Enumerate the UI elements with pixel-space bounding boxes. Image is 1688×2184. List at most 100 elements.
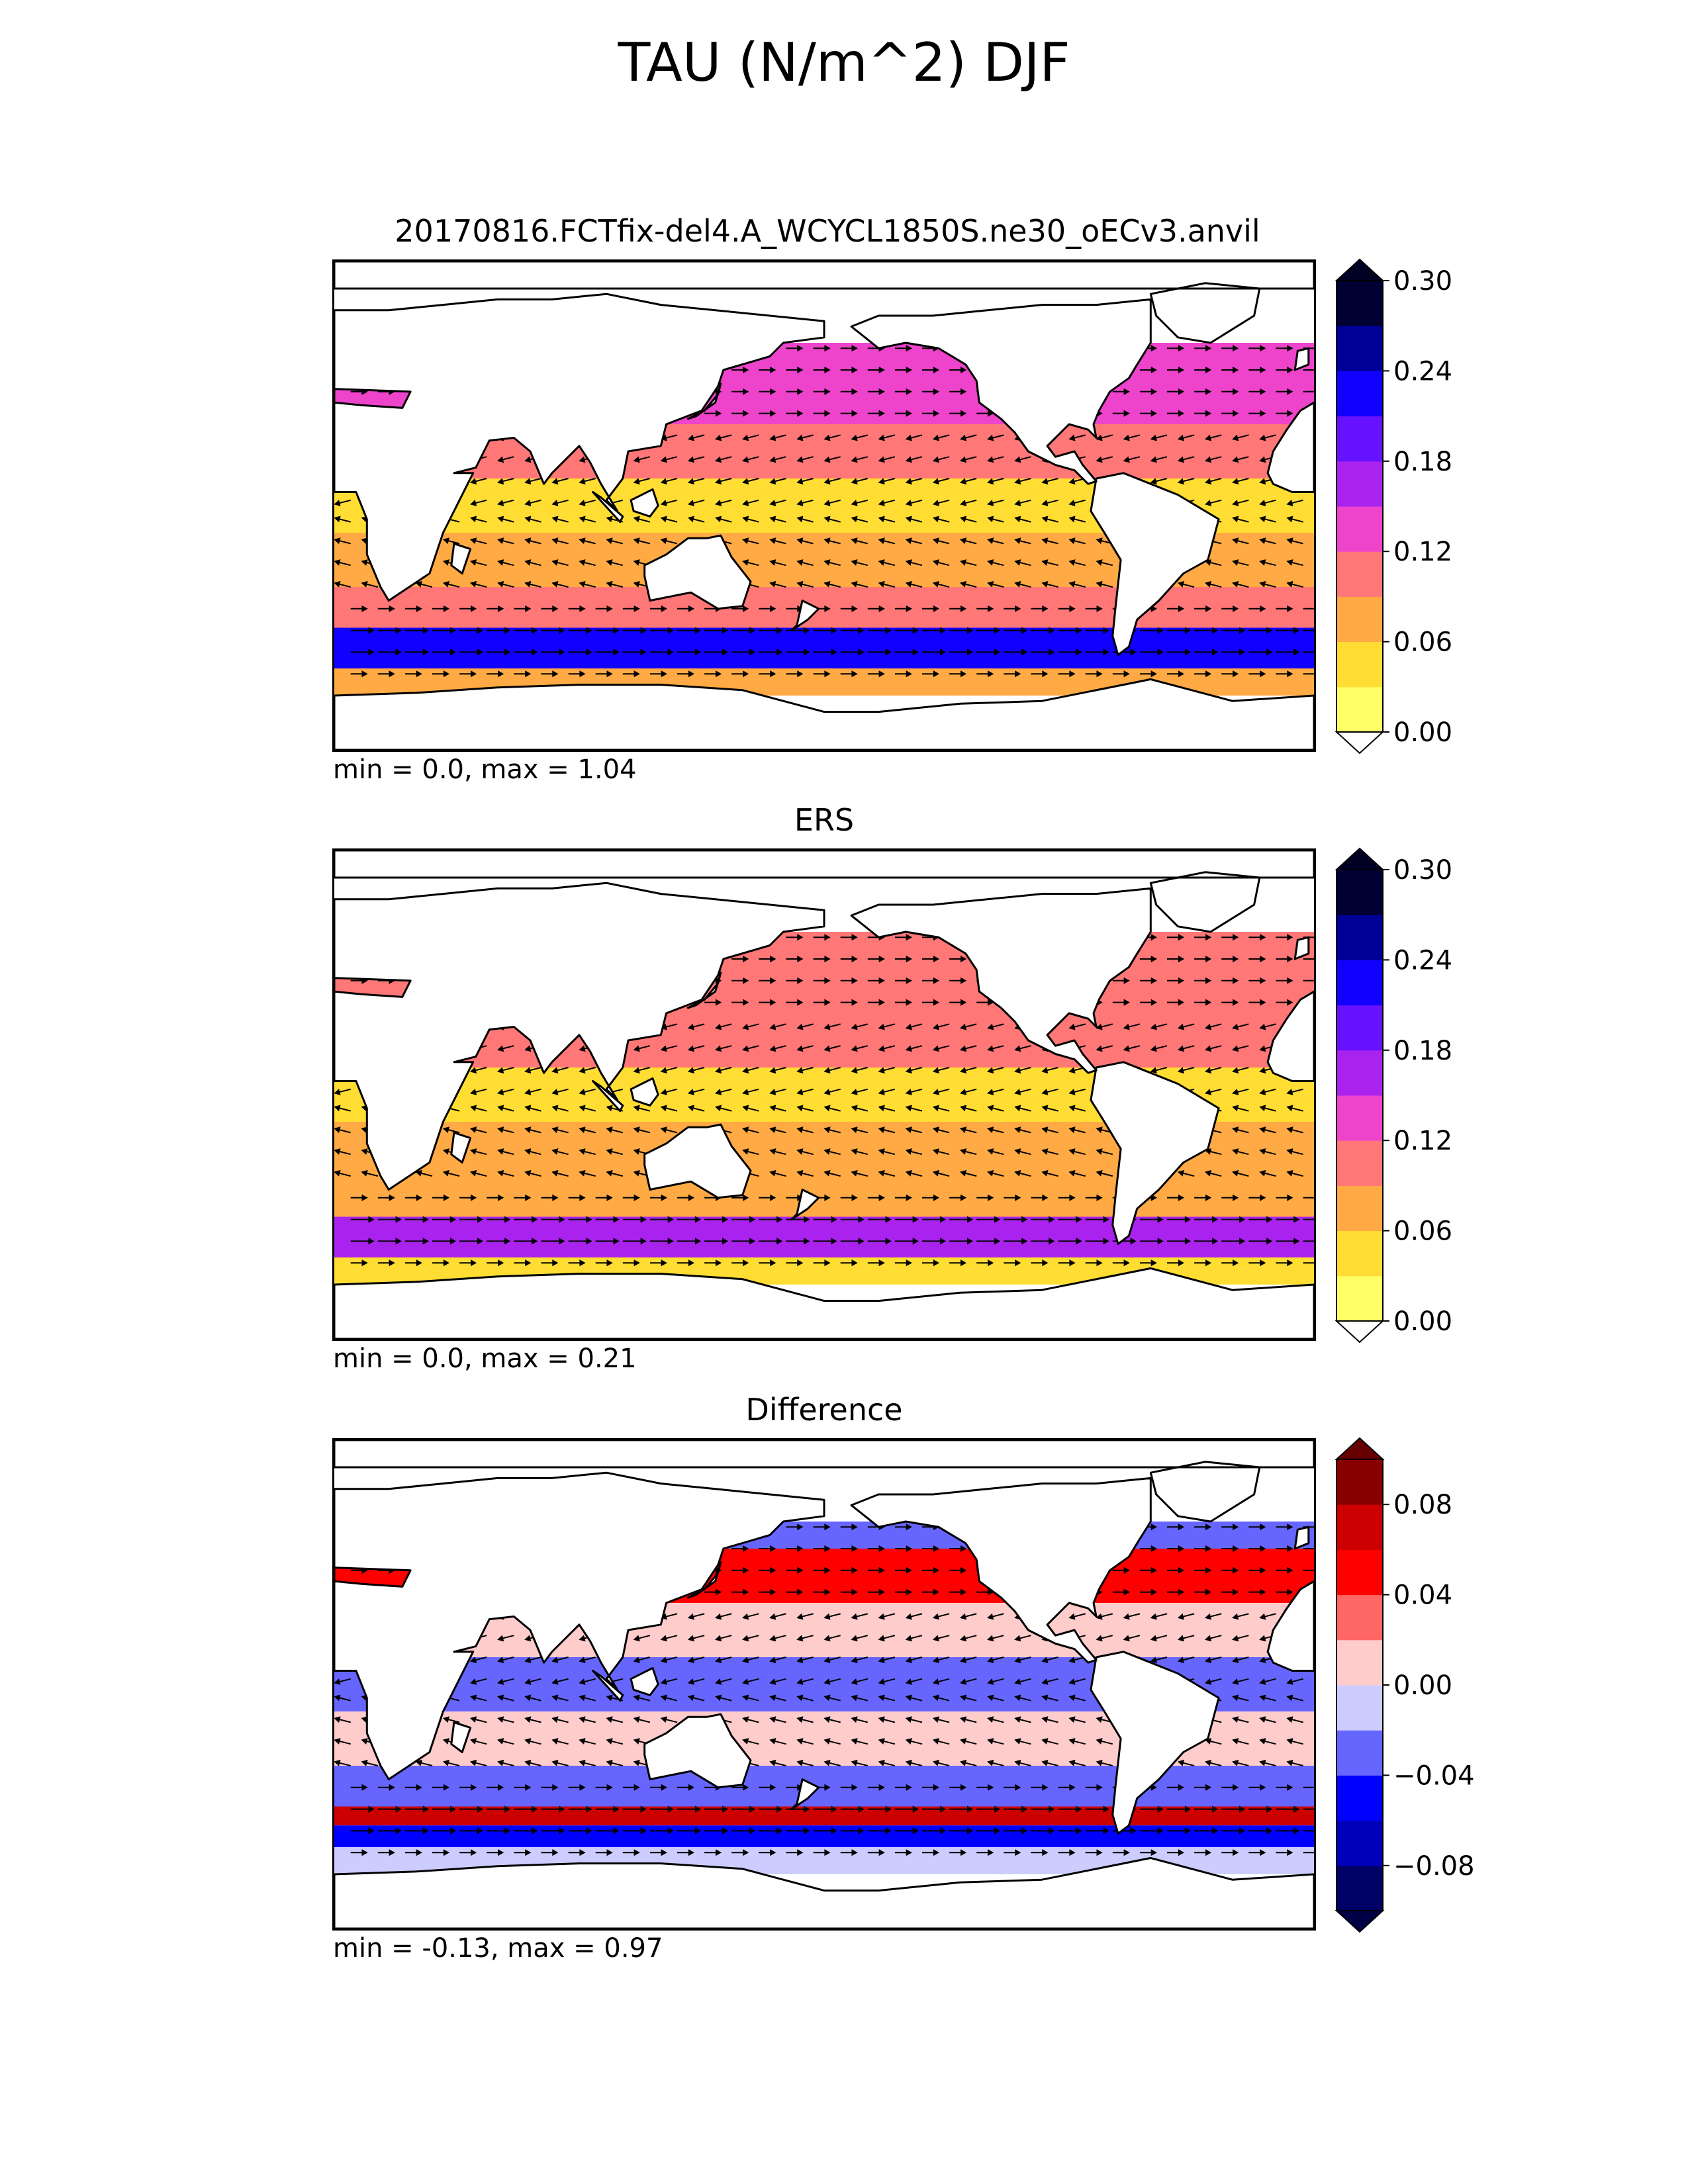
colorbar-segment — [1336, 1275, 1383, 1322]
wind-arrow-head — [1150, 934, 1157, 941]
wind-arrow-head — [498, 1259, 504, 1267]
wind-arrow-head — [769, 1738, 776, 1745]
wind-arrow-head — [823, 580, 831, 588]
wind-arrow-head — [1049, 1827, 1055, 1835]
wind-arrow-head — [551, 500, 559, 506]
colorbar-extend-over — [1335, 1437, 1385, 1460]
wind-arrow-head — [586, 627, 592, 634]
wind-arrow-head — [1096, 1716, 1103, 1723]
wind-arrow-head — [1293, 627, 1300, 634]
wind-arrow-head — [579, 1169, 586, 1177]
wind-arrow-head — [389, 1194, 395, 1201]
wind-arrow-head — [851, 388, 858, 395]
wind-arrow-head — [905, 500, 912, 506]
wind-arrow-head — [524, 1067, 532, 1074]
wind-arrow-head — [939, 1805, 947, 1813]
wind-arrow-head — [361, 1194, 368, 1201]
wind-arrow-head — [1041, 1678, 1049, 1685]
wind-arrow-head — [851, 1169, 858, 1177]
wind-arrow-head — [906, 977, 912, 984]
wind-arrow-head — [1260, 388, 1266, 395]
coastlines — [334, 850, 1314, 1339]
wind-arrow-head — [1049, 1805, 1055, 1813]
wind-arrow-head — [824, 999, 831, 1006]
wind-arrow-head — [1286, 1089, 1293, 1095]
wind-arrow-head — [851, 605, 858, 612]
wind-arrow-head — [905, 1126, 912, 1134]
wind-arrow-head — [716, 410, 722, 417]
wind-arrow-head — [524, 1759, 532, 1766]
wind-arrow-head — [687, 1105, 694, 1112]
wind-arrow-head — [1150, 366, 1157, 374]
wind-arrow-head — [905, 1613, 912, 1620]
wind-arrow-head — [551, 1759, 559, 1766]
colorbar-segment — [1336, 1095, 1383, 1141]
wind-arrow-head — [1068, 1067, 1076, 1074]
wind-arrow-head — [851, 934, 858, 941]
wind-arrow-head — [1233, 1259, 1239, 1267]
wind-arrow-head — [959, 456, 967, 463]
wind-arrow-head — [932, 1045, 939, 1052]
wind-arrow-head — [1286, 1759, 1293, 1766]
wind-arrow-head — [742, 1613, 749, 1620]
wind-arrow-head — [714, 478, 722, 485]
wind-arrow-head — [504, 1805, 511, 1813]
wind-arrow-head — [933, 366, 940, 374]
wind-arrow-head — [1287, 999, 1293, 1006]
wind-arrow-head — [551, 1126, 559, 1134]
wind-arrow-head — [1150, 670, 1157, 678]
wind-arrow-head — [722, 1827, 729, 1835]
wind-arrow-head — [1177, 478, 1184, 485]
wind-arrow-head — [416, 1259, 422, 1267]
wind-arrow-head — [1232, 580, 1239, 588]
wind-arrow-head — [1177, 580, 1184, 588]
wind-arrow-head — [714, 1613, 722, 1620]
wind-arrow-head — [796, 516, 804, 523]
wind-arrow-head — [1205, 1194, 1212, 1201]
wind-arrow-head — [667, 1805, 674, 1813]
wind-arrow-head — [640, 1238, 647, 1245]
wind-arrow-head — [878, 1657, 885, 1664]
wind-arrow-head — [796, 559, 804, 566]
wind-arrow-head — [559, 1216, 565, 1223]
wind-arrow-head — [498, 1194, 504, 1201]
wind-arrow-head — [1286, 1738, 1293, 1745]
wind-arrow-head — [939, 1827, 947, 1835]
wind-arrow-head — [823, 516, 831, 523]
wind-arrow-head — [824, 1784, 831, 1791]
wind-arrow-head — [1096, 1045, 1103, 1052]
wind-arrow-head — [851, 434, 858, 441]
wind-arrow-head — [987, 1738, 994, 1745]
wind-arrow-head — [851, 1545, 858, 1553]
wind-arrow-head — [606, 1759, 613, 1766]
wind-arrow-head — [579, 478, 586, 485]
wind-arrow-head — [1041, 1657, 1049, 1664]
wind-arrow-head — [524, 516, 532, 523]
wind-arrow-head — [1041, 1694, 1049, 1702]
wind-arrow-head — [443, 605, 450, 612]
wind-arrow-head — [469, 1126, 477, 1134]
wind-arrow-head — [524, 1678, 532, 1685]
wind-arrow-head — [688, 1849, 695, 1856]
wind-arrow-head — [606, 1716, 613, 1723]
wind-arrow-head — [796, 1067, 804, 1074]
wind-arrow-head — [1287, 1567, 1293, 1574]
wind-arrow-head — [1041, 1105, 1049, 1112]
wind-arrow-head — [1157, 1238, 1164, 1245]
wind-arrow-head — [770, 1259, 776, 1267]
wind-arrow-head — [1150, 1045, 1157, 1052]
wind-arrow-head — [551, 537, 559, 545]
wind-arrow-head — [442, 537, 449, 545]
colorbar-segment — [1336, 915, 1383, 960]
wind-arrow-head — [1259, 1023, 1266, 1030]
wind-arrow-head — [504, 1238, 511, 1245]
wind-arrow-head — [1205, 1849, 1212, 1856]
wind-arrow-head — [389, 1849, 395, 1856]
wind-arrow-head — [1204, 1169, 1212, 1177]
wind-arrow-head — [422, 627, 429, 634]
wind-arrow-head — [1076, 1827, 1082, 1835]
wind-arrow-head — [660, 478, 667, 485]
wind-arrow-head — [743, 1545, 749, 1553]
wind-arrow-head — [824, 670, 831, 678]
wind-arrow-head — [804, 1827, 810, 1835]
